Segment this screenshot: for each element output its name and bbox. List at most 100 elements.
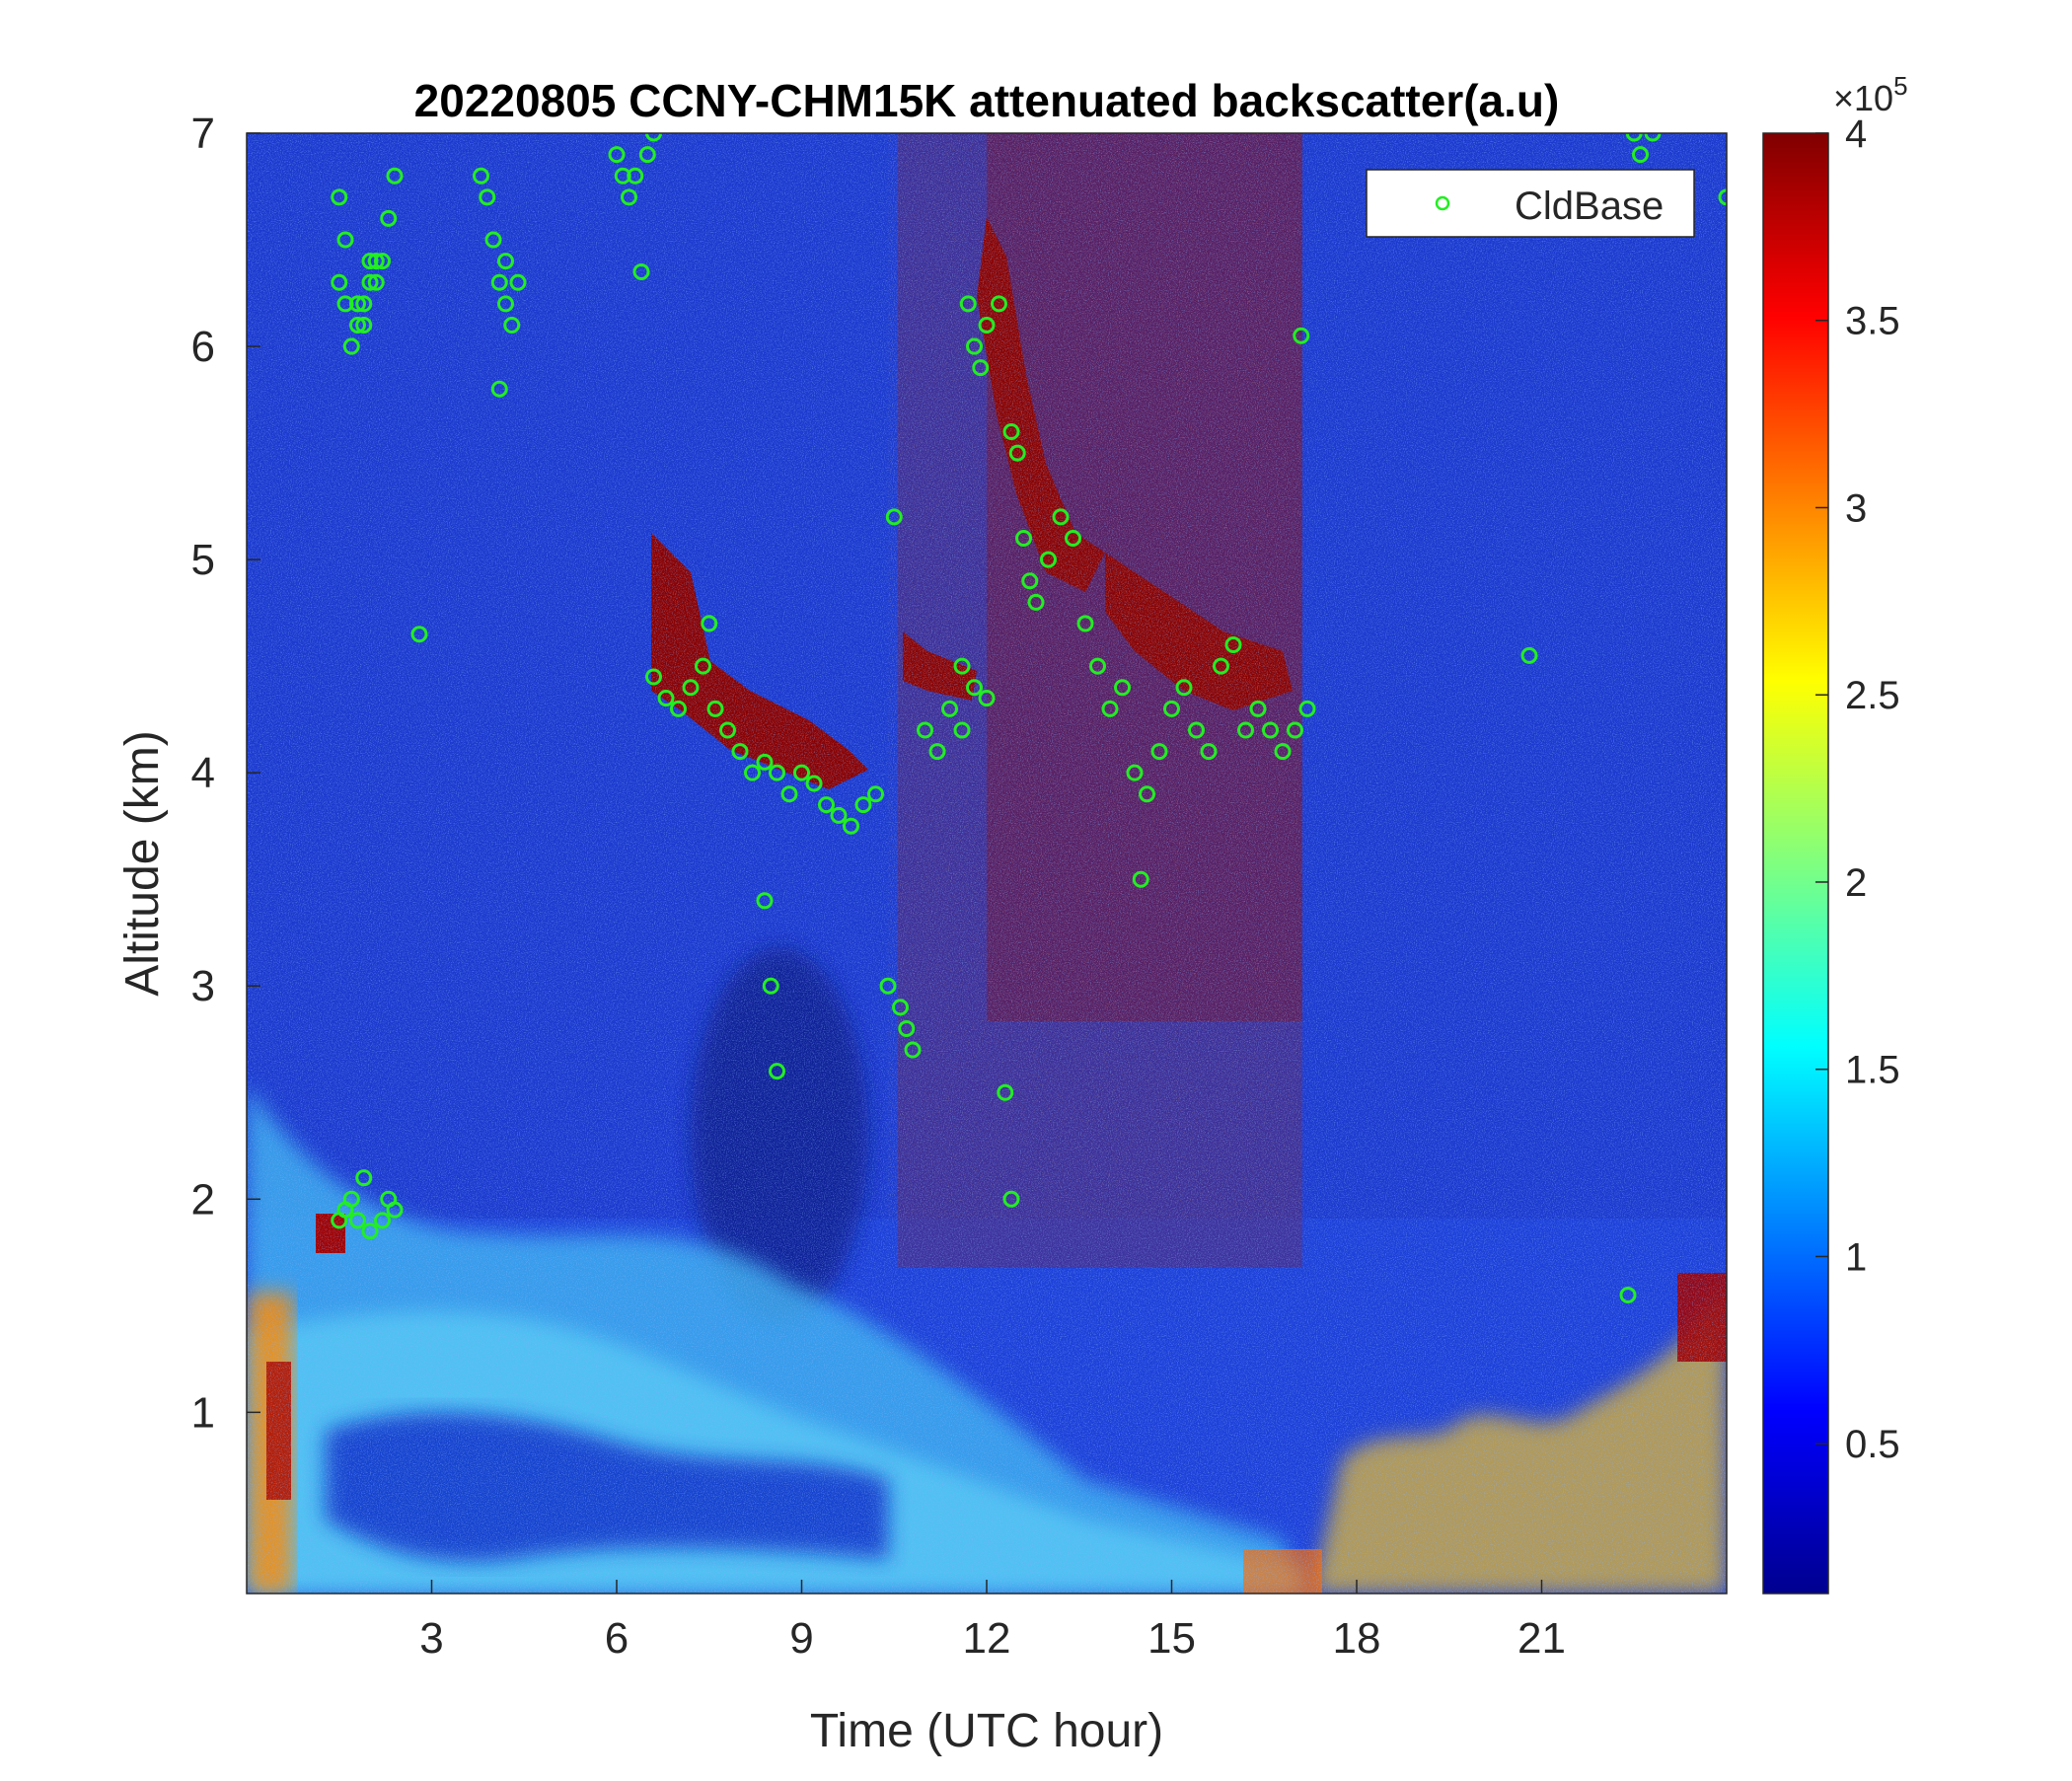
cldbase-point: [355, 1169, 373, 1187]
cldbase-point: [904, 1041, 922, 1059]
cldbase-point: [657, 690, 675, 707]
cldbase-point: [1163, 700, 1180, 717]
y-tick-label: 2: [191, 1175, 215, 1224]
cldbase-point: [355, 316, 373, 334]
cldbase-point: [380, 209, 398, 227]
cldbase-point: [645, 133, 662, 142]
cldbase-point: [1619, 1287, 1637, 1304]
cldbase-point: [386, 1201, 404, 1219]
x-tick-label: 6: [605, 1614, 629, 1663]
colorbar-tick-label: 0.5: [1845, 1423, 1900, 1466]
cldbase-point: [762, 977, 779, 995]
cldbase-point: [367, 253, 385, 270]
cldbase-point: [1126, 764, 1144, 781]
cldbase-point: [701, 615, 718, 632]
cldbase-point: [1644, 133, 1662, 142]
cldbase-point: [410, 626, 428, 643]
cldbase-point: [645, 668, 662, 686]
cldbase-point: [509, 273, 527, 291]
x-tick-label: 18: [1333, 1614, 1381, 1663]
cldbase-point: [1200, 743, 1218, 761]
cldbase-point: [1237, 721, 1254, 739]
cldbase-point: [1520, 646, 1538, 664]
cldbase-point: [632, 262, 650, 280]
cldbase-point: [756, 892, 774, 910]
cldbase-point: [892, 999, 909, 1016]
cldbase-point: [972, 359, 990, 377]
y-tick-label: 7: [191, 110, 215, 158]
y-tick-label: 5: [191, 536, 215, 584]
cldbase-point: [1274, 743, 1292, 761]
cldbase-point: [1632, 146, 1649, 164]
cldbase-point: [953, 657, 971, 675]
cloud-base-markers: [331, 133, 1727, 1304]
cldbase-point: [342, 337, 360, 355]
cldbase-point: [756, 753, 774, 771]
cldbase-point: [484, 231, 502, 249]
y-tick-label: 6: [191, 323, 215, 371]
cldbase-point: [997, 1083, 1014, 1101]
cldbase-point: [1089, 657, 1106, 675]
cldbase-point: [991, 295, 1007, 313]
cldbase-point: [1002, 422, 1020, 440]
cldbase-point: [349, 1212, 366, 1229]
cldbase-point: [374, 1212, 391, 1229]
cldbase-point: [1625, 133, 1643, 142]
cldbase-point: [1027, 593, 1045, 611]
cldbase-point: [769, 764, 785, 781]
cldbase-point: [367, 273, 385, 291]
cldbase-point: [1213, 657, 1229, 675]
cldbase-point: [342, 1190, 360, 1208]
cldbase-point: [917, 721, 933, 739]
colorbar: 0.5 1 1.5 2 2.5 3 3.5 4 ×105: [1762, 71, 1908, 1595]
chart-title: 20220805 CCNY-CHM15K attenuated backscat…: [414, 75, 1560, 126]
cldbase-point: [1249, 700, 1267, 717]
cldbase-point: [879, 977, 897, 995]
cldbase-point: [818, 796, 835, 814]
cldbase-point: [1008, 444, 1026, 462]
cldbase-point: [1052, 508, 1070, 526]
cldbase-point: [1150, 743, 1168, 761]
cldbase-point: [843, 817, 859, 835]
cldbase-point: [336, 231, 354, 249]
x-tick-label: 9: [789, 1614, 813, 1663]
legend-marker-cldbase: [1435, 195, 1450, 211]
cldbase-point: [1287, 721, 1303, 739]
x-tick-label: 21: [1517, 1614, 1566, 1663]
cldbase-point: [1139, 785, 1155, 803]
cldbase-point: [490, 273, 508, 291]
colorbar-tick-label: 4: [1845, 112, 1867, 156]
colorbar-tick-label: 1: [1845, 1235, 1867, 1279]
cldbase-point: [349, 316, 366, 334]
cldbase-point: [966, 337, 983, 355]
colorbar-multiplier: ×105: [1833, 71, 1908, 118]
cldbase-point: [497, 295, 514, 313]
cldbase-point: [331, 188, 348, 206]
y-axis-label: Altitude (km): [116, 730, 169, 996]
cldbase-point: [331, 273, 348, 291]
cldbase-point: [361, 1223, 379, 1240]
colorbar-gradient: [1762, 132, 1829, 1595]
cldbase-point: [959, 295, 977, 313]
cldbase-point: [1076, 615, 1094, 632]
cldbase-point: [885, 508, 903, 526]
cldbase-point: [731, 743, 749, 761]
colorbar-exponent: 5: [1893, 71, 1907, 101]
cldbase-point: [1175, 679, 1193, 697]
cldbase-point: [1293, 327, 1310, 344]
cldbase-point: [769, 1063, 785, 1080]
cldbase-point: [966, 679, 983, 697]
cldbase-point: [867, 785, 884, 803]
cldbase-point: [355, 295, 373, 313]
cldbase-point: [1188, 721, 1205, 739]
cldbase-point: [386, 167, 404, 185]
cldbase-point: [744, 764, 761, 781]
cldbase-point: [497, 253, 514, 270]
cldbase-point: [1114, 679, 1131, 697]
cldbase-point: [1132, 870, 1149, 888]
cldbase-point: [1718, 188, 1727, 206]
cldbase-point: [805, 775, 823, 792]
cldbase-point: [608, 146, 626, 164]
legend-label-cldbase: CldBase: [1515, 185, 1664, 228]
